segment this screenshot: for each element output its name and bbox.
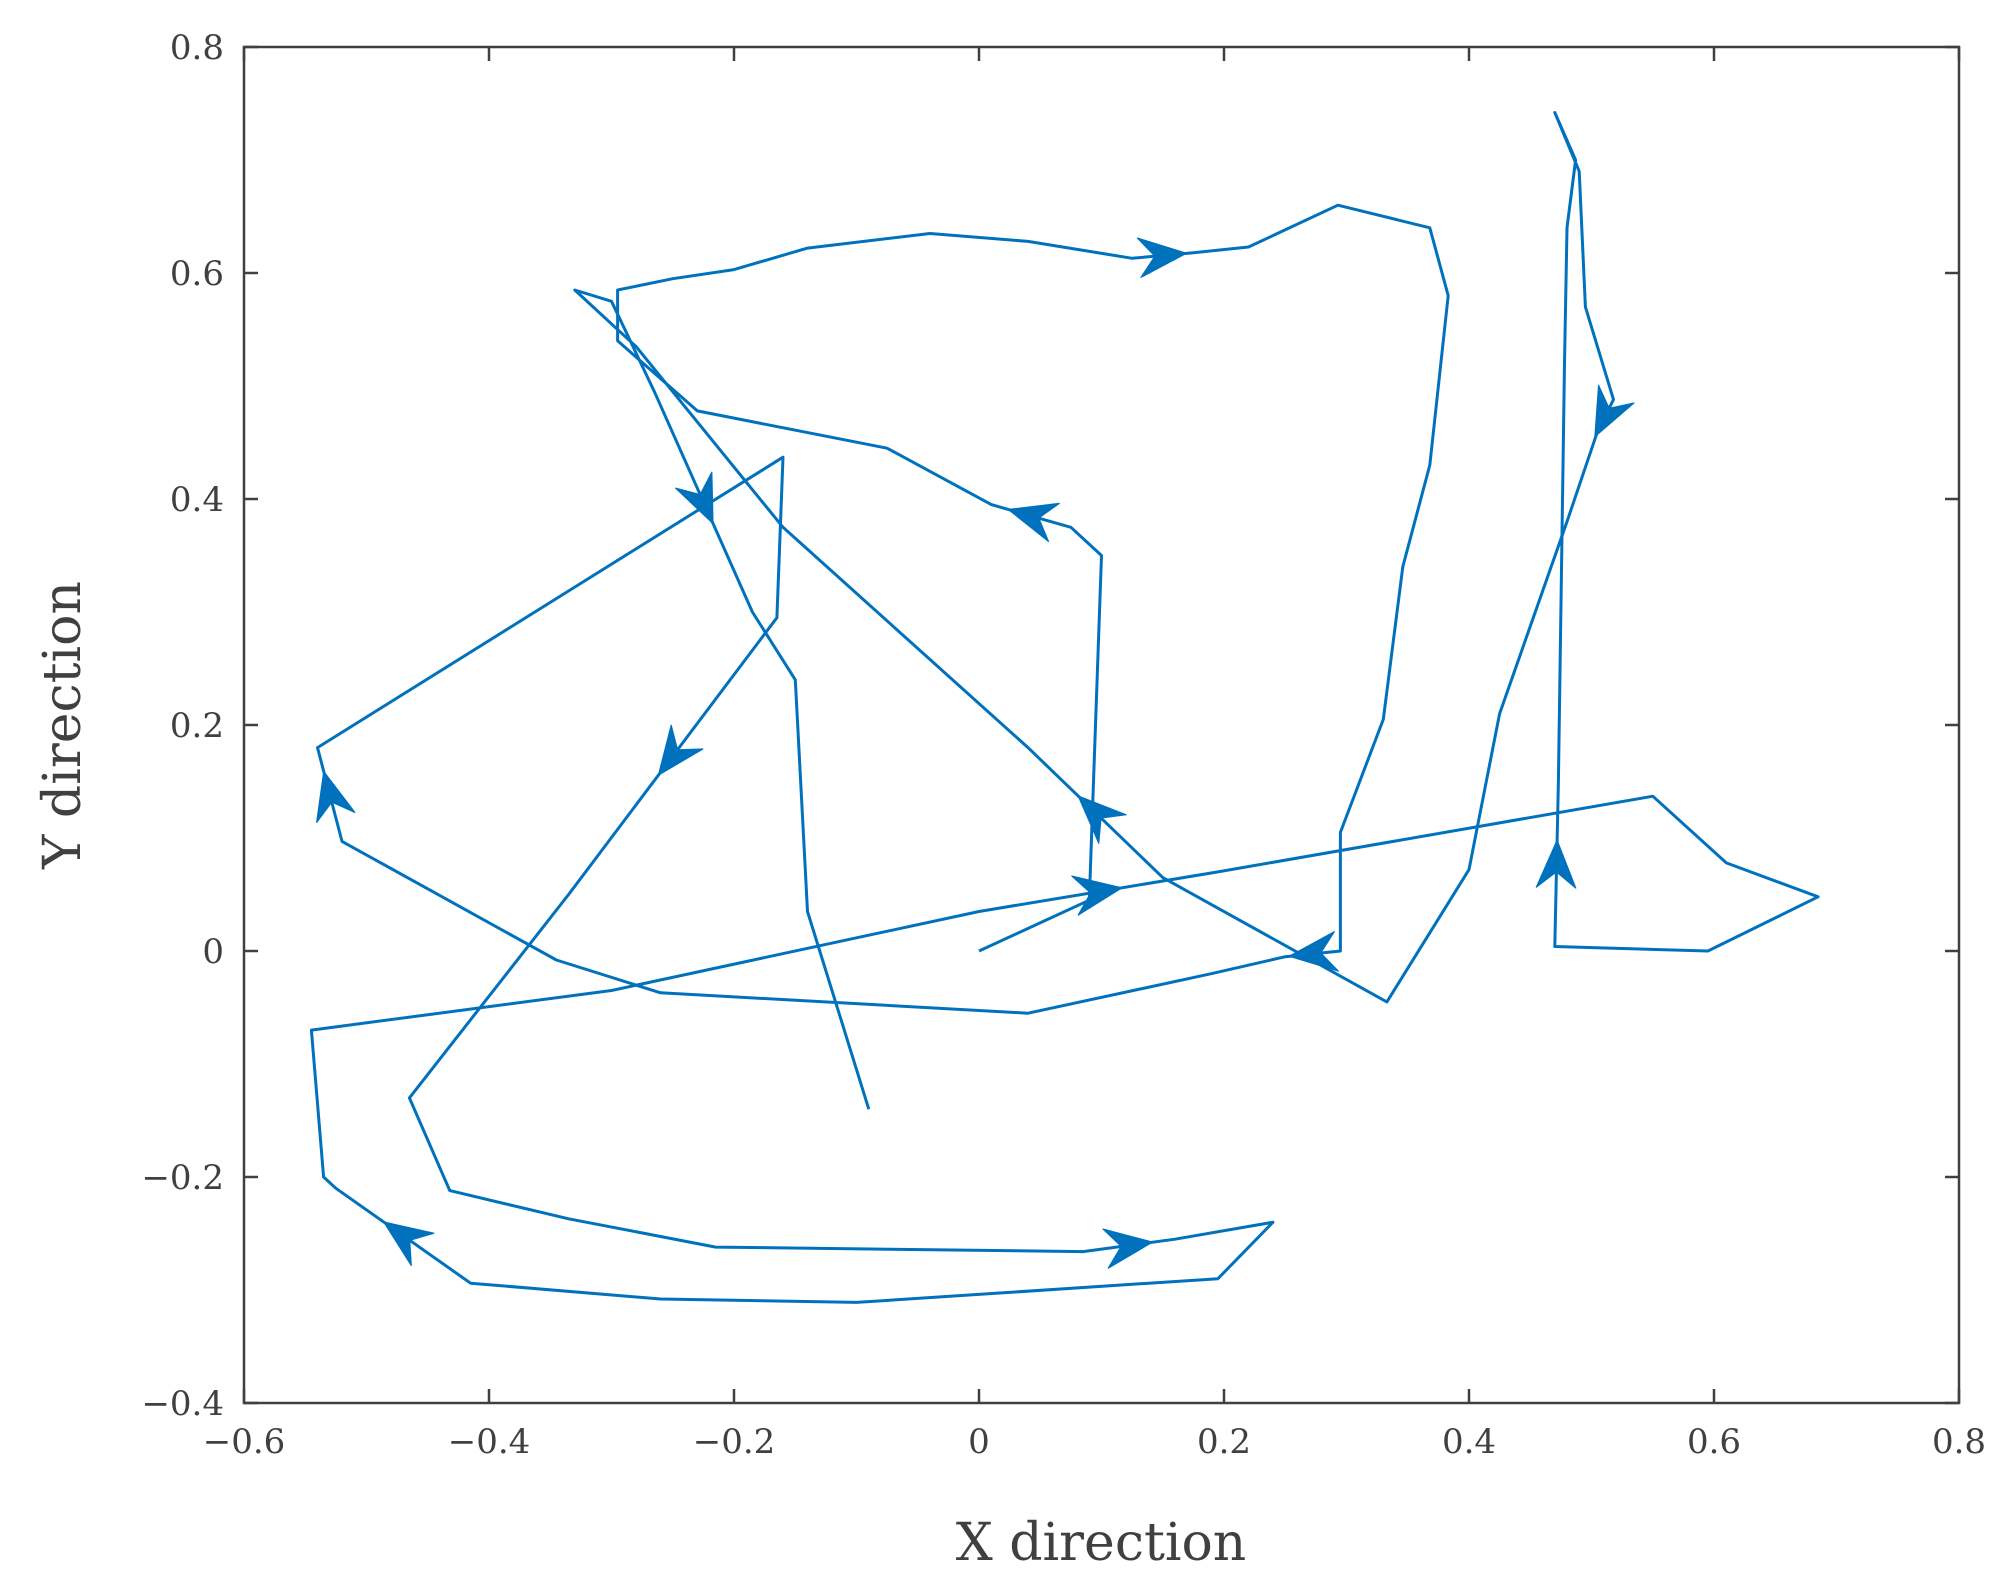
y-tick-label: 0.8 [170,28,224,68]
direction-arrow [382,1221,435,1267]
x-tick-label: 0 [968,1422,990,1462]
x-tick-label: −0.2 [693,1422,776,1462]
direction-arrow [674,471,714,525]
direction-arrow [1071,875,1124,916]
x-axis-label: X direction [956,1513,1247,1573]
direction-arrow [1136,237,1188,279]
direction-arrow [1287,931,1340,972]
direction-arrow [316,770,356,824]
y-tick-label: −0.2 [141,1158,224,1198]
x-tick-label: 0.2 [1197,1422,1251,1462]
y-tick-label: 0.4 [170,480,224,520]
tick-layer: −0.6 −0.4 −0.2 0 0.2 0.4 0.6 0.8−0.4−0.200.20.4… [141,28,1986,1462]
direction-arrow [1077,794,1127,844]
x-tick-label: 0.8 [1932,1422,1986,1462]
direction-arrow [1006,502,1060,543]
y-tick-label: 0.2 [170,706,224,746]
direction-arrow [1594,384,1635,438]
direction-arrow [1102,1228,1155,1269]
x-tick-label: 0.6 [1687,1422,1741,1462]
direction-arrow [1535,838,1577,889]
y-tick-label: −0.4 [141,1384,224,1424]
y-tick-label: 0 [202,932,224,972]
x-tick-label: −0.4 [448,1422,531,1462]
y-tick-label: 0.6 [170,254,224,294]
x-tick-label: −0.6 [203,1422,286,1462]
x-tick-label: 0.4 [1442,1422,1496,1462]
y-axis-label: Y direction [33,581,93,870]
direction-arrow [657,724,704,777]
data-layer [309,111,1820,1304]
